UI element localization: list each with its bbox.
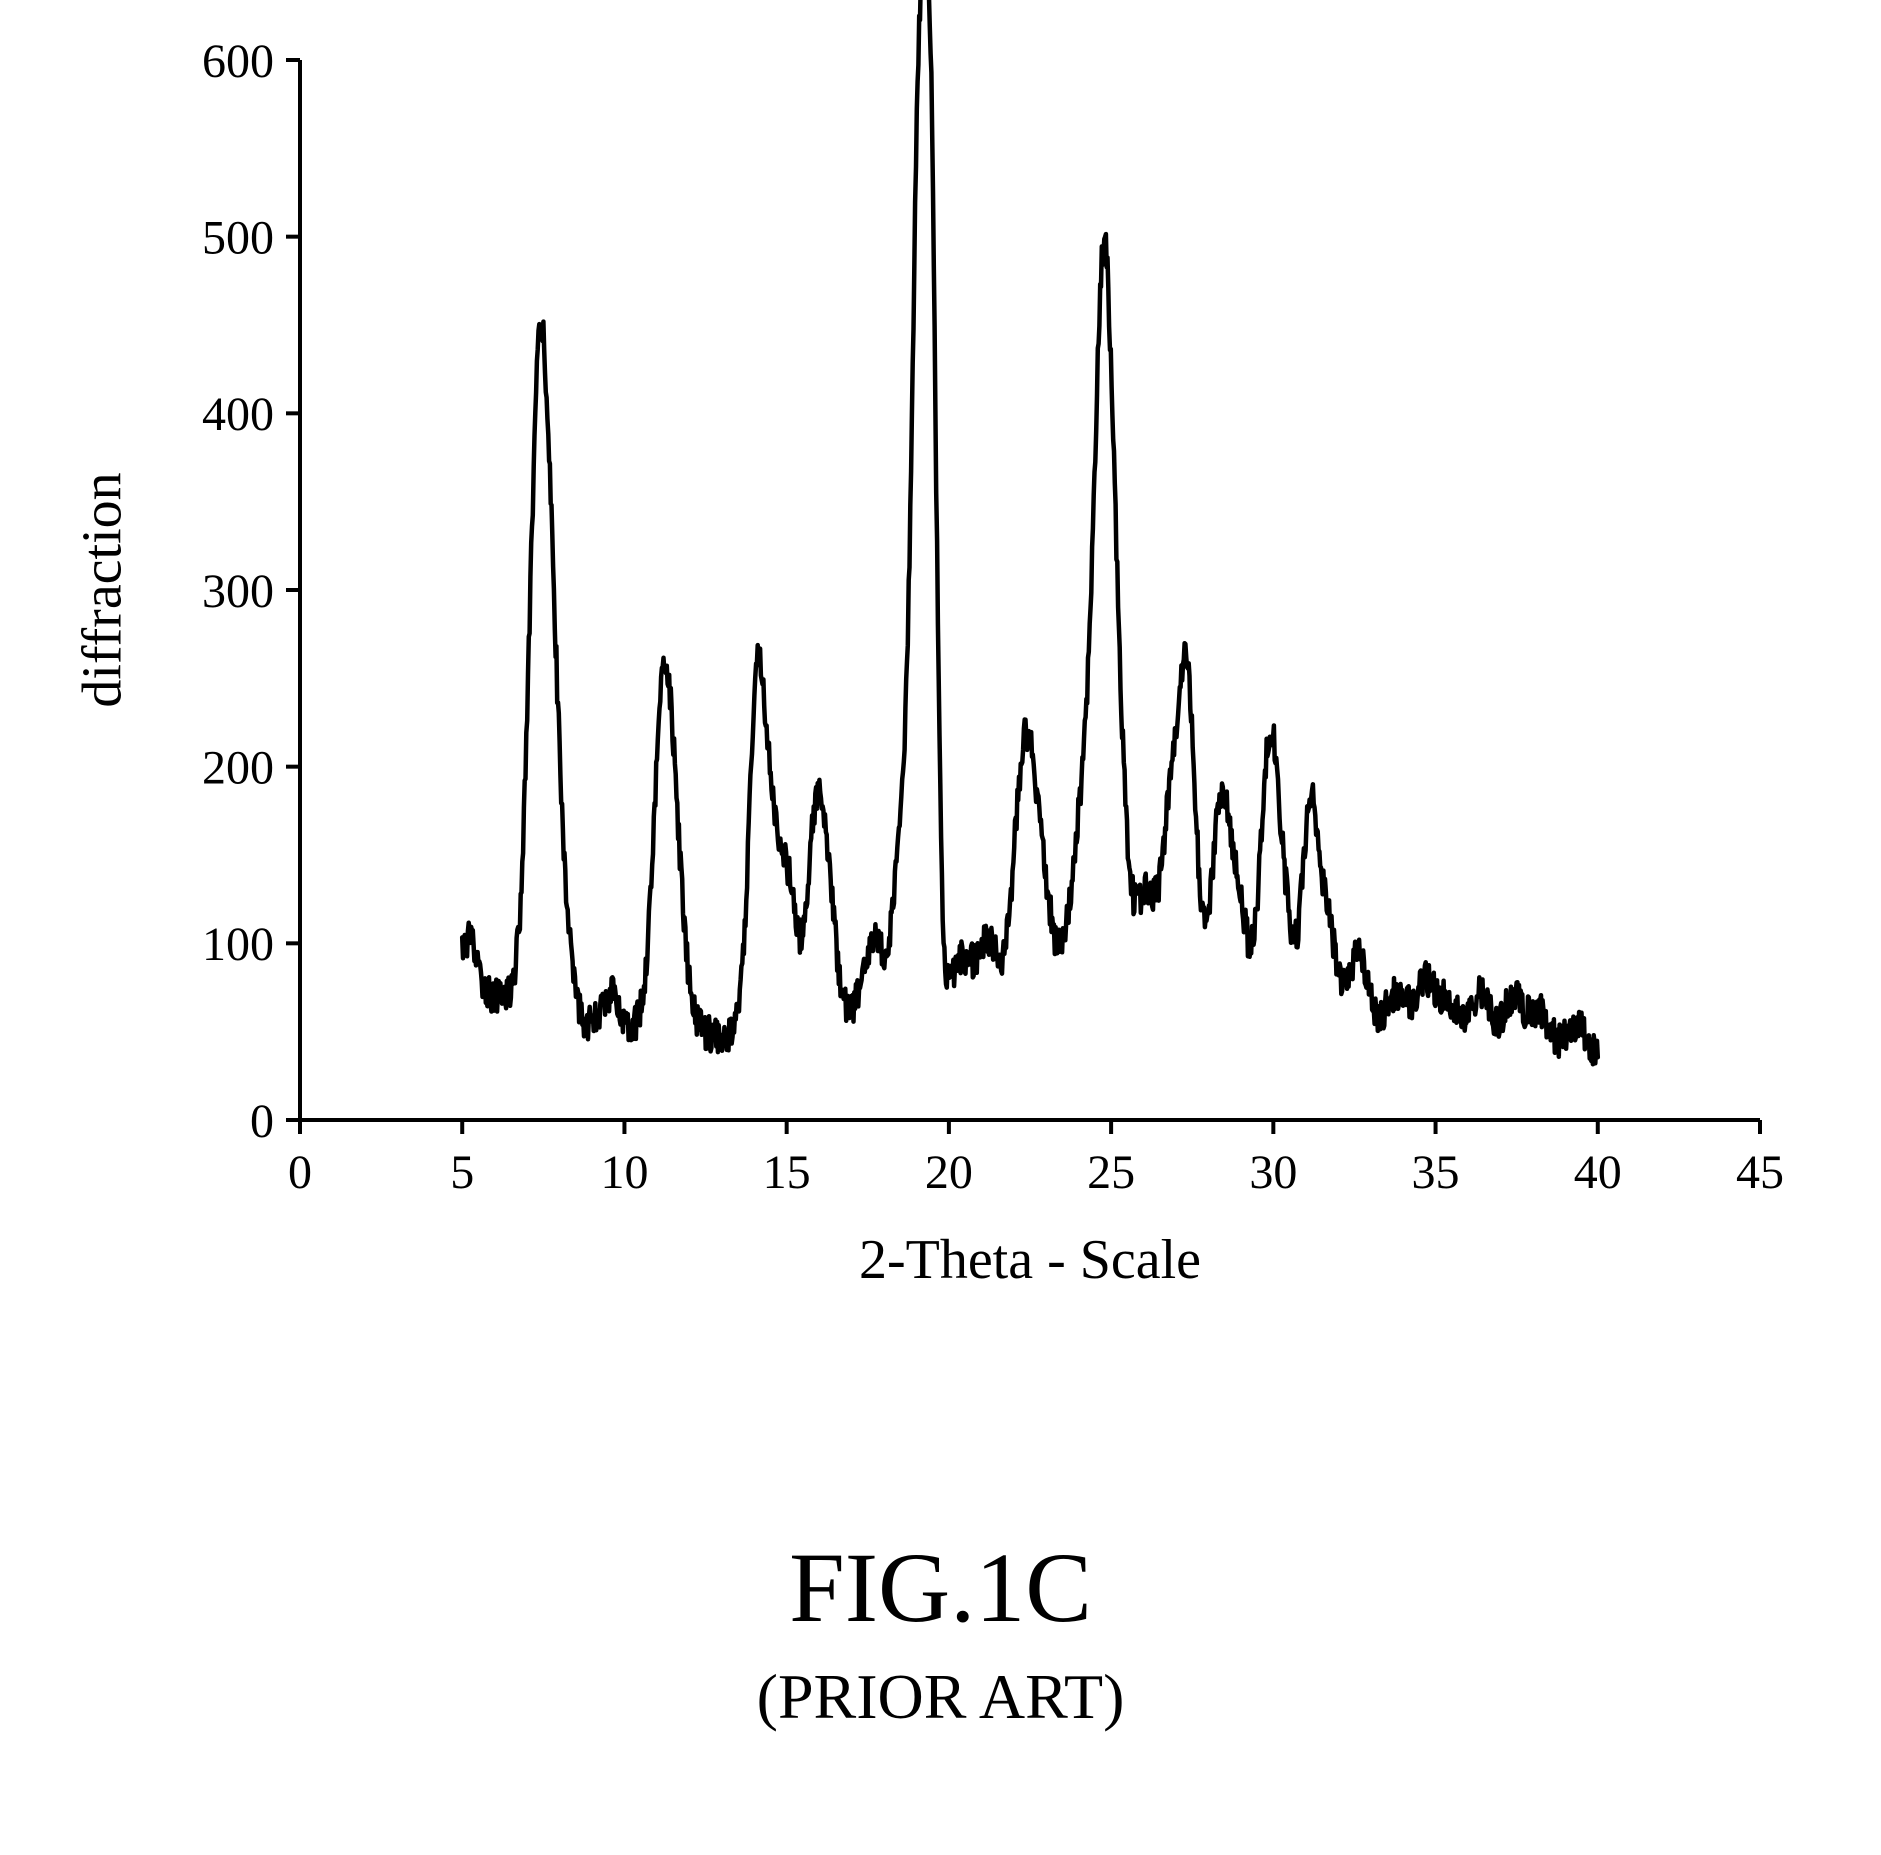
x-tick-label: 30 <box>1249 1146 1297 1199</box>
y-tick-label: 500 <box>202 211 274 264</box>
figure-title: FIG.1C <box>0 1530 1881 1645</box>
figure-subtitle: (PRIOR ART) <box>0 1660 1881 1734</box>
x-tick-label: 0 <box>288 1146 312 1199</box>
x-tick-label: 20 <box>925 1146 973 1199</box>
x-tick-label: 25 <box>1087 1146 1135 1199</box>
x-tick-label: 45 <box>1736 1146 1784 1199</box>
x-tick-label: 35 <box>1412 1146 1460 1199</box>
x-tick-label: 10 <box>600 1146 648 1199</box>
y-tick-label: 300 <box>202 565 274 618</box>
y-axis-label: diffraction <box>71 472 133 707</box>
y-tick-label: 600 <box>202 35 274 88</box>
y-tick-label: 200 <box>202 741 274 794</box>
x-tick-label: 5 <box>450 1146 474 1199</box>
xrd-chart: 0 5 10 15 20 25 30 35 40 45 0 100 200 300 400 500 600 2-T… <box>0 0 1881 1400</box>
x-tick-label: 40 <box>1574 1146 1622 1199</box>
y-tick-label: 100 <box>202 918 274 971</box>
y-tick-label: 400 <box>202 388 274 441</box>
x-axis-label: 2-Theta - Scale <box>859 1229 1201 1291</box>
y-tick-label: 0 <box>250 1095 274 1148</box>
x-tick-label: 15 <box>763 1146 811 1199</box>
